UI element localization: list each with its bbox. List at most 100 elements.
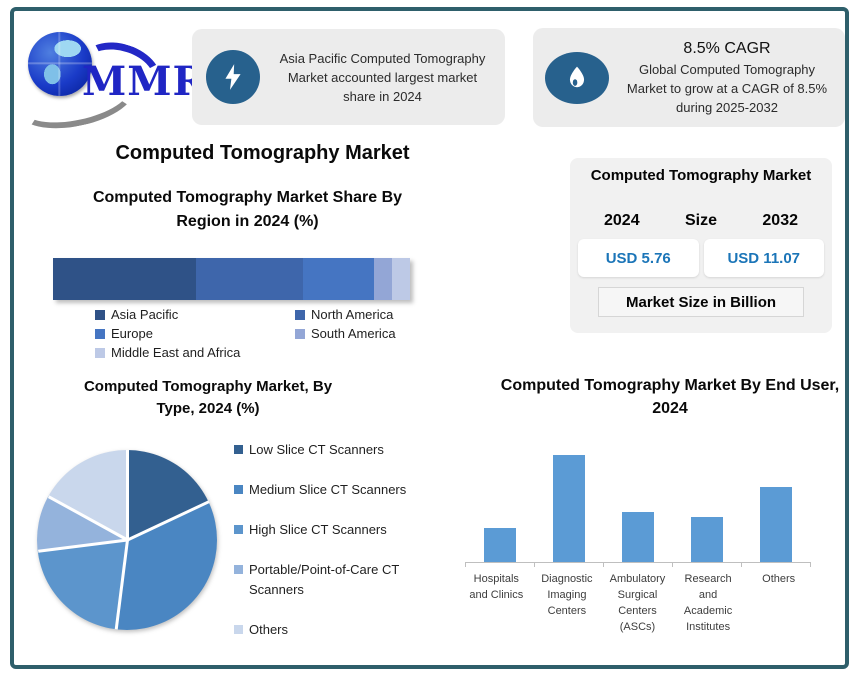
category-label-line: Research [684, 573, 732, 585]
category-label-line: Imaging [547, 589, 587, 601]
category-label-line: (ASCs) [619, 621, 656, 633]
legend-item: Middle East and Africa [95, 345, 295, 360]
legend-marker-icon [95, 347, 105, 358]
globe-icon [28, 32, 92, 96]
axis-tick-cell [604, 563, 673, 567]
type-pie-chart [37, 450, 217, 630]
market-size-years-row: 2024 Size 2032 [570, 212, 832, 230]
axis-tick-cell [535, 563, 604, 567]
legend-label: Medium Slice CT Scanners [249, 482, 407, 497]
legend-label: Europe [111, 326, 153, 341]
end-user-bar-column [741, 487, 810, 562]
category-label-line: Institutes [686, 621, 731, 633]
region-bar-segment [195, 258, 303, 300]
legend-item: High Slice CT Scanners [234, 520, 446, 540]
market-size-panel: Computed Tomography Market 2024 Size 203… [570, 158, 832, 333]
legend-item: Others [234, 620, 446, 640]
category-label-line: Ambulatory [609, 573, 666, 585]
legend-marker-icon [95, 328, 105, 339]
legend-label: High Slice CT Scanners [249, 522, 387, 537]
legend-item: Low Slice CT Scanners [234, 440, 446, 460]
region-bar-segment [302, 258, 375, 300]
legend-marker-icon [234, 525, 243, 534]
logo-text: MMR [82, 58, 207, 105]
pie-slice-separator [114, 539, 129, 630]
mmr-logo: MMR [11, 24, 206, 138]
end-user-bar [552, 455, 585, 562]
region-legend: Asia Pacific North America Europe South Ame… [95, 307, 425, 360]
category-label-line: Diagnostic [541, 573, 593, 585]
axis-tick-cell [466, 563, 535, 567]
end-user-category-label: Others [743, 571, 814, 635]
region-bar-segment [53, 258, 196, 300]
legend-item: Portable/Point-of-Care CT Scanners [234, 560, 446, 600]
legend-item: Europe [95, 326, 295, 341]
lightning-icon [206, 50, 260, 104]
legend-item: North America [295, 307, 425, 322]
end-user-bar-column [603, 512, 672, 562]
type-pie-title: Computed Tomography Market, By Type, 202… [83, 378, 333, 417]
category-label-line: Centers [547, 605, 587, 617]
legend-label: Middle East and Africa [111, 345, 241, 360]
legend-marker-icon [295, 328, 305, 339]
size-label: Size [684, 212, 717, 229]
start-year: 2024 [604, 212, 640, 229]
legend-marker-icon [234, 625, 243, 634]
end-user-bar [690, 517, 723, 562]
pie-slice-separator [125, 450, 129, 540]
legend-label: South America [311, 326, 396, 341]
highlight-cagr-text: 8.5% CAGR Global Computed Tomography Mar… [609, 38, 845, 117]
category-label-line: Centers [618, 605, 657, 617]
cagr-headline: 8.5% CAGR [683, 40, 771, 57]
legend-marker-icon [234, 445, 243, 454]
end-user-category-label: Diagnostic Imaging Centers [532, 571, 603, 635]
end-user-bar [483, 528, 516, 562]
page-title: Computed Tomography Market [115, 142, 410, 164]
end-user-bar-column [465, 528, 534, 562]
region-bar-segment [374, 258, 393, 300]
end-user-category-labels: Hospitals and Clinics Diagnostic Imaging Cen… [461, 571, 814, 635]
region-chart-title: Computed Tomography Market Share By Regi… [92, 189, 403, 230]
legend-marker-icon [234, 565, 243, 574]
category-label-line: and [698, 589, 718, 601]
market-size-values-row: USD 5.76 USD 11.07 [578, 239, 824, 277]
region-stacked-bar [53, 258, 410, 300]
end-user-bar-column [672, 517, 741, 562]
market-size-panel-title: Computed Tomography Market [590, 167, 812, 184]
end-year: 2032 [762, 212, 798, 229]
highlight-cagr: 8.5% CAGR Global Computed Tomography Mar… [533, 28, 845, 127]
end-user-bar [621, 512, 654, 562]
category-label-line: Hospitals [473, 573, 519, 585]
pie-slice-separator [47, 495, 128, 542]
axis-tick-cell [673, 563, 742, 567]
cagr-body: Global Computed Tomography Market to gro… [626, 62, 828, 115]
page-border-frame [10, 7, 849, 669]
end-user-category-label: Research and Academic Institutes [673, 571, 744, 635]
end-user-category-label: Ambulatory Surgical Centers (ASCs) [602, 571, 673, 635]
pie-slice-separator [126, 500, 210, 542]
highlight-asia-pacific-text: Asia Pacific Computed Tomography Market … [279, 50, 486, 104]
axis-tick-cell [742, 563, 811, 567]
legend-label: North America [311, 307, 394, 322]
globe-grid-lines [28, 32, 92, 96]
end-user-chart-title: Computed Tomography Market By End User, … [500, 377, 840, 417]
end-user-x-axis [465, 562, 811, 567]
end-user-bar [759, 487, 792, 562]
end-user-plot-area [465, 444, 810, 562]
category-label-line: Others [762, 573, 796, 585]
market-start-value: USD 5.76 [578, 239, 699, 277]
legend-marker-icon [295, 309, 305, 320]
legend-item: Medium Slice CT Scanners [234, 480, 446, 500]
flame-icon [545, 51, 609, 104]
legend-label: Low Slice CT Scanners [249, 442, 384, 457]
end-user-bar-column [534, 455, 603, 562]
market-unit-note: Market Size in Billion [598, 287, 804, 317]
pie-slice-separator [37, 538, 128, 553]
legend-item: Asia Pacific [95, 307, 295, 322]
category-label-line: Surgical [617, 589, 658, 601]
market-end-value: USD 11.07 [703, 239, 824, 277]
legend-label: Asia Pacific [111, 307, 179, 322]
category-label-line: Academic [683, 605, 733, 617]
region-bar-segment [392, 258, 410, 300]
